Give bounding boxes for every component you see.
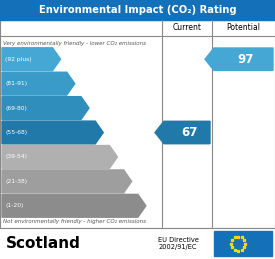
Text: (55-68): (55-68) [5,130,27,135]
Polygon shape [2,194,146,217]
Text: Scotland: Scotland [6,236,81,251]
Text: (39-54): (39-54) [5,154,27,160]
Text: EU Directive
2002/91/EC: EU Directive 2002/91/EC [158,237,199,250]
Text: (69-80): (69-80) [5,106,27,111]
Polygon shape [205,48,273,70]
Polygon shape [2,121,103,144]
Text: Environmental Impact (CO₂) Rating: Environmental Impact (CO₂) Rating [39,5,236,15]
Bar [0,228,275,259]
Polygon shape [2,72,75,95]
Text: 67: 67 [181,126,197,139]
Text: Potential: Potential [227,24,260,32]
Text: F: F [134,177,140,186]
Text: Not environmentally friendly - higher CO₂ emissions: Not environmentally friendly - higher CO… [3,219,146,224]
Polygon shape [2,48,60,71]
Text: (1-20): (1-20) [5,203,23,208]
Text: B: B [77,79,84,88]
Text: (21-38): (21-38) [5,179,27,184]
Text: Current: Current [172,24,202,32]
Text: G: G [148,201,155,210]
Polygon shape [155,121,210,144]
Text: C: C [91,104,98,113]
Text: Very environmentally friendly - lower CO₂ emissions: Very environmentally friendly - lower CO… [3,41,146,46]
Bar [0,0,275,20]
Text: D: D [105,128,113,137]
Bar [0,20,275,228]
Text: (92 plus): (92 plus) [5,57,32,62]
Text: 97: 97 [237,53,254,66]
Polygon shape [2,170,132,193]
Polygon shape [2,146,117,168]
Text: A: A [62,55,70,64]
Text: E: E [119,153,126,161]
Bar [214,231,272,256]
Polygon shape [2,97,89,119]
Text: (81-91): (81-91) [5,81,27,86]
